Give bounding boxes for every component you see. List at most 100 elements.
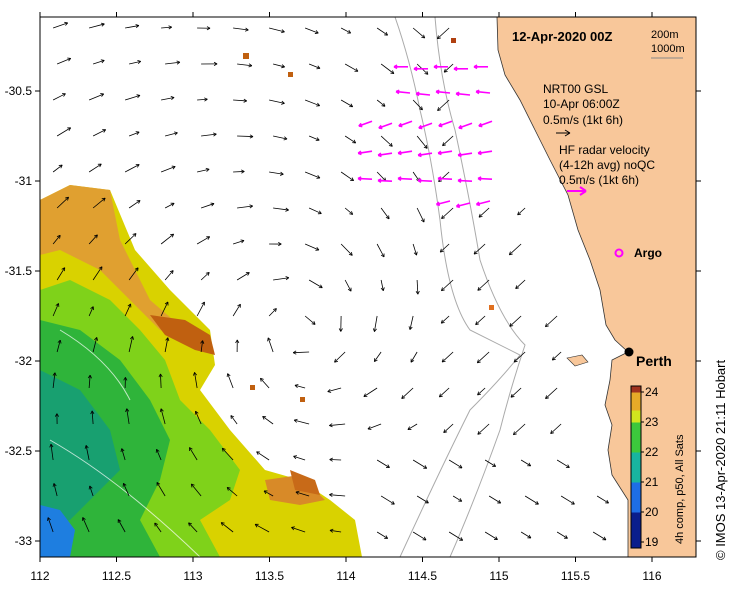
model-arrow <box>232 239 245 245</box>
model-arrow <box>226 373 234 389</box>
lon-tick-label: 114 <box>336 569 355 583</box>
model-arrow <box>448 531 464 541</box>
model-arrow <box>197 26 211 31</box>
model-arrow <box>200 202 215 209</box>
model-arrow <box>268 308 277 317</box>
model-arrow <box>475 315 486 326</box>
model-arrow <box>92 129 107 137</box>
colorbar-segment <box>631 404 641 411</box>
radar-arrow <box>455 91 471 97</box>
colorbar-segment <box>631 542 641 549</box>
model-arrow <box>89 22 105 29</box>
colorbar-label: 4h comp, p50, All Sats <box>674 434 686 544</box>
lon-tick-label: 116 <box>642 569 661 583</box>
model-arrow <box>125 24 140 29</box>
model-arrow <box>515 279 526 290</box>
radar-velocity-arrows <box>357 64 493 209</box>
model-arrow <box>164 202 175 209</box>
radar-title: HF radar velocity <box>559 143 650 157</box>
radar-arrow <box>478 120 493 128</box>
model-arrow <box>436 27 450 40</box>
model-arrow <box>221 447 234 461</box>
colorbar-segment <box>631 512 641 519</box>
lon-tick-label: 113.5 <box>255 569 284 583</box>
model-arrow <box>267 337 274 353</box>
model-arrow <box>376 531 389 539</box>
model-arrow <box>92 59 105 65</box>
colorbar-frame <box>630 385 642 549</box>
model-arrow <box>92 266 103 281</box>
model-arrow <box>156 482 166 497</box>
model-arrow <box>233 27 249 32</box>
model-arrow <box>263 490 274 497</box>
model-arrow <box>47 517 54 533</box>
model-arrow <box>292 350 310 355</box>
model-arrow <box>52 372 57 389</box>
model-arrow <box>256 451 270 461</box>
model-arrow <box>259 377 270 389</box>
model-arrow <box>273 207 289 212</box>
model-arrow <box>407 423 418 430</box>
model-arrow <box>273 135 288 141</box>
model-arrow <box>165 131 178 137</box>
model-arrow <box>344 63 359 72</box>
model-arrow <box>236 272 250 281</box>
model-arrow <box>269 99 285 105</box>
model-arrow <box>159 408 166 425</box>
model-arrow <box>372 315 378 332</box>
radar-arrow <box>415 91 431 97</box>
model-arrow <box>226 487 238 497</box>
model-arrow <box>197 167 210 173</box>
model-arrow <box>232 303 241 317</box>
lat-tick-label: -32 <box>15 354 33 368</box>
model-arrow <box>440 315 450 324</box>
map-title: 12-Apr-2020 00Z <box>512 29 612 44</box>
radar-arrow <box>477 150 493 156</box>
model-arrow <box>295 490 310 497</box>
model-arrow <box>545 315 558 328</box>
model-arrow <box>329 492 346 497</box>
model-arrow <box>56 339 62 353</box>
radar-arrow <box>433 64 448 70</box>
colorbar-segment <box>631 428 641 435</box>
model-arrow <box>513 351 526 363</box>
colorbar-segment <box>631 386 641 393</box>
model-arrow <box>160 165 176 173</box>
model-arrow <box>478 207 490 218</box>
model-arrow <box>441 207 454 220</box>
model-arrow <box>52 303 60 317</box>
credit: © IMOS 13-Apr-2020 21:11 Hobart <box>713 360 728 560</box>
model-arrow <box>194 410 202 425</box>
model-arrow <box>56 196 69 209</box>
model-arrow <box>509 315 522 327</box>
model-arrow <box>376 243 385 258</box>
model-arrow <box>291 526 306 533</box>
model-arrow <box>129 60 142 65</box>
model-arrow <box>273 276 290 281</box>
colorbar-tick-label: 23 <box>645 415 659 429</box>
model-arrow <box>508 243 522 256</box>
model-arrow <box>344 135 357 144</box>
model-arrow <box>488 495 502 504</box>
model-arrow <box>92 337 99 353</box>
model-arrow <box>235 339 240 353</box>
model-arrow <box>88 163 102 173</box>
model-arrow <box>329 528 342 533</box>
radar-arrow <box>455 202 471 209</box>
model-arrow <box>200 271 210 281</box>
model-arrow <box>220 522 234 533</box>
model-arrow <box>412 531 427 541</box>
model-arrow <box>517 207 526 216</box>
model-arrow <box>254 523 270 533</box>
model-arrow <box>412 459 428 469</box>
model-arrow <box>164 337 170 353</box>
radar-arrow <box>457 152 473 158</box>
model-time: 10-Apr 06:00Z <box>543 97 620 111</box>
colorbar-segment <box>631 500 641 507</box>
model-arrow <box>308 207 322 215</box>
model-arrow <box>269 27 285 34</box>
model-arrow <box>128 131 140 137</box>
model-arrow <box>443 63 454 73</box>
model-arrow <box>160 233 175 245</box>
radar-arrow <box>393 64 408 70</box>
